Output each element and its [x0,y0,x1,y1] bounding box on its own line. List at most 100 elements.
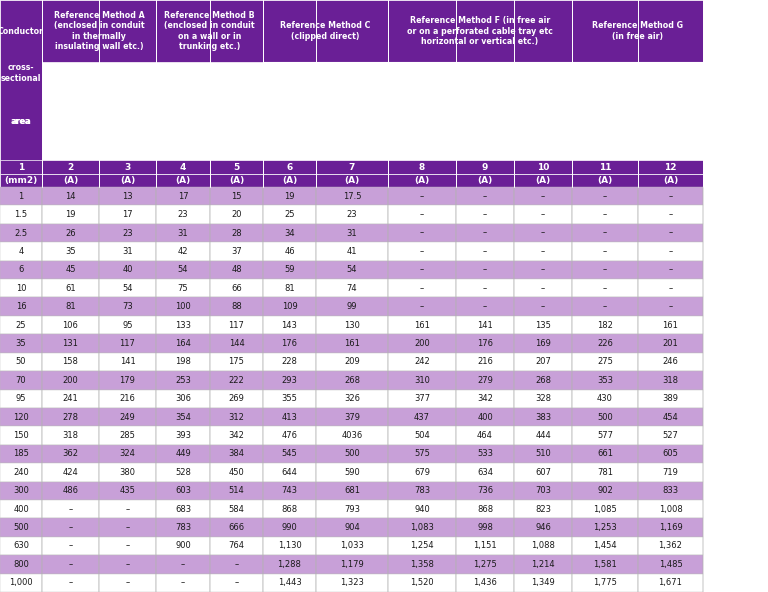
Text: 5: 5 [233,162,240,172]
Bar [572,353,638,371]
Text: 400: 400 [13,504,29,514]
Bar [42,297,99,316]
Bar [156,537,210,555]
Bar [514,519,572,537]
Text: –: – [603,192,607,201]
Text: 198: 198 [175,358,191,366]
Text: 275: 275 [597,358,613,366]
Text: 1,088: 1,088 [531,542,555,551]
Bar [263,426,316,445]
Bar [456,224,514,242]
Bar [0,160,42,174]
Text: 437: 437 [414,413,430,422]
Bar [456,408,514,426]
Bar [42,224,99,242]
Text: –: – [541,284,545,293]
Bar [263,500,316,519]
Bar [638,481,703,500]
Text: 17: 17 [177,192,188,201]
Bar [388,334,456,353]
Text: 3 cables,
three-
phase a.c.
trefoil: 3 cables, three- phase a.c. trefoil [521,102,565,142]
Text: –: – [603,229,607,237]
Bar [156,371,210,390]
Text: 377: 377 [414,394,430,403]
Text: 117: 117 [120,339,135,348]
Bar [210,260,263,279]
Bar [514,260,572,279]
Text: 450: 450 [229,468,244,477]
Bar [638,574,703,592]
Text: 607: 607 [535,468,551,477]
Bar [456,463,514,481]
Text: –: – [483,229,487,237]
Text: –: – [68,578,73,587]
Text: –: – [483,302,487,311]
Text: 150: 150 [13,431,29,440]
Bar [388,519,456,537]
Text: 743: 743 [282,486,297,496]
Bar [263,334,316,353]
Bar [316,174,388,187]
Text: –: – [603,247,607,256]
Bar [572,279,638,297]
Text: 207: 207 [535,358,551,366]
Text: Conductor: Conductor [0,27,44,36]
Text: 1,362: 1,362 [659,542,683,551]
Text: Reference Method C
(clipped direct): Reference Method C (clipped direct) [280,21,371,41]
Text: 800: 800 [13,560,29,569]
Bar [638,500,703,519]
Bar [42,537,99,555]
Text: 2 cables, single-phase
a.c. or d.c. or 3 cables
three-phase a.c. flat: 2 cables, single-phase a.c. or d.c. or 3… [556,99,654,129]
Bar [638,371,703,390]
Bar [316,187,388,205]
Text: 2 cables,
single-
phase a.c.
or d.c. flat
and
touching: 2 cables, single- phase a.c. or d.c. fla… [266,92,313,153]
Text: 175: 175 [229,358,244,366]
Bar [316,353,388,371]
Text: –: – [541,265,545,274]
Text: 833: 833 [663,486,679,496]
Text: Reference Method A
(enclosed in conduit
in thermally
insulating wall etc.): Reference Method A (enclosed in conduit … [54,11,144,51]
Bar [572,160,638,174]
Bar [638,205,703,224]
Text: 306: 306 [175,394,191,403]
Bar [42,260,99,279]
Text: 868: 868 [477,504,493,514]
Text: 2 cables,
single-
phase a.c.
or d.c.: 2 cables, single- phase a.c. or d.c. [48,102,93,142]
Bar [210,297,263,316]
Text: 3 or 4
cables,
three-
phase a.c.: 3 or 4 cables, three- phase a.c. [105,102,150,142]
Bar [263,242,316,260]
Bar [99,297,156,316]
Text: 1,323: 1,323 [340,578,364,587]
Text: 703: 703 [535,486,551,496]
Bar [210,316,263,334]
Bar [156,555,210,574]
Bar [0,371,42,390]
Text: –: – [68,560,73,569]
Text: 504: 504 [414,431,430,440]
Text: 1,671: 1,671 [659,578,683,587]
Text: 545: 545 [282,449,297,458]
Bar [388,500,456,519]
Bar [638,260,703,279]
Bar [514,445,572,463]
Text: –: – [420,302,424,311]
Text: 6: 6 [286,162,293,172]
Bar [210,426,263,445]
Text: 23: 23 [122,229,133,237]
Text: –: – [125,560,130,569]
Text: 990: 990 [282,523,297,532]
Text: 54: 54 [177,265,188,274]
Text: Spaced by one cable
diameter: Spaced by one cable diameter [591,63,684,83]
Text: –: – [541,247,545,256]
Text: 510: 510 [535,449,551,458]
Bar [456,426,514,445]
Bar [156,408,210,426]
Bar [316,260,388,279]
Text: 1.5: 1.5 [15,210,28,219]
Bar [316,205,388,224]
Bar [156,260,210,279]
Text: 50: 50 [16,358,26,366]
Text: 1,349: 1,349 [531,578,554,587]
Bar [572,224,638,242]
Text: 1,581: 1,581 [593,560,617,569]
